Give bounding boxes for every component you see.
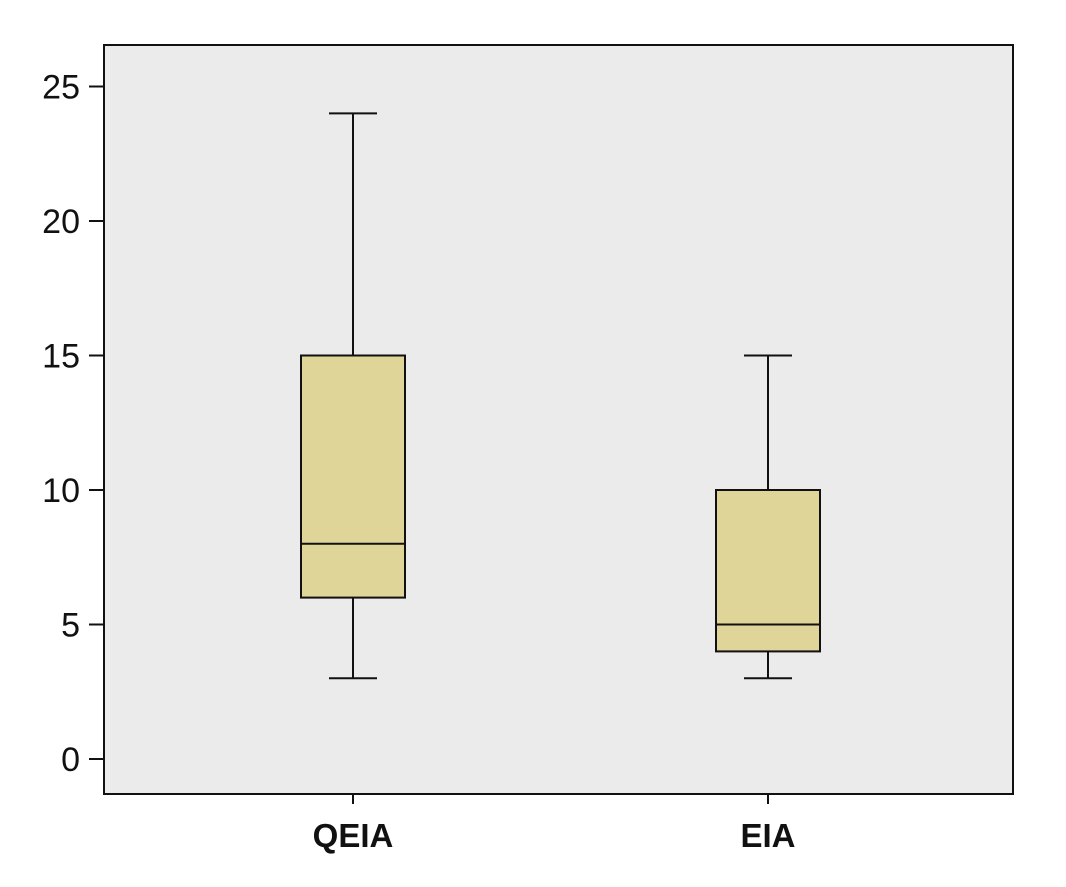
y-tick-label: 0 [61, 741, 80, 779]
y-tick-label: 10 [42, 472, 80, 510]
x-category-label: QEIA [313, 817, 394, 854]
boxes-layer [300, 112, 821, 680]
box-eia [715, 354, 821, 680]
y-tick-label: 25 [42, 69, 80, 107]
iqr-box [715, 489, 821, 653]
box-qeia [300, 112, 406, 680]
y-tick-label: 20 [42, 203, 80, 241]
y-tick-label: 15 [42, 338, 80, 376]
x-axis: QEIA EIA [313, 794, 796, 854]
plot-area [103, 44, 1014, 795]
y-tick-label: 5 [61, 607, 80, 645]
iqr-box [300, 354, 406, 599]
y-axis: 0 5 10 15 20 25 [42, 69, 104, 779]
x-category-label: EIA [740, 817, 795, 854]
